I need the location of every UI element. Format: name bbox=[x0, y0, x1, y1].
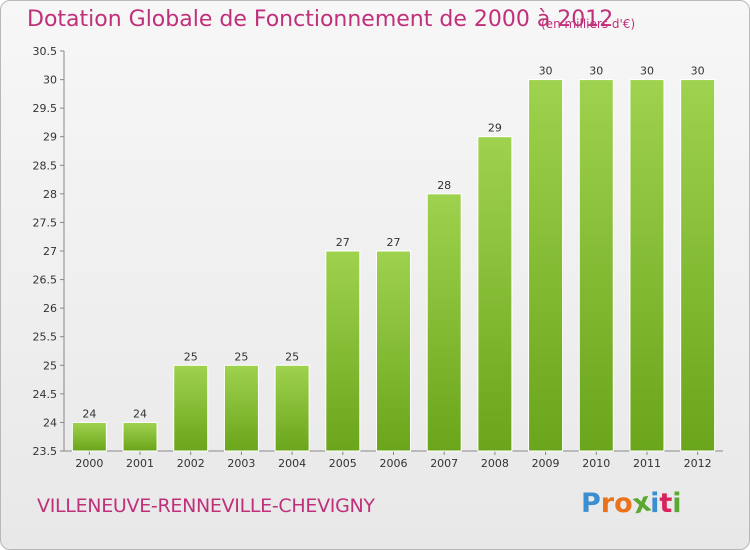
bar-2007 bbox=[426, 193, 462, 452]
x-tick-label: 2007 bbox=[430, 457, 458, 470]
y-tick-label: 26.5 bbox=[33, 274, 58, 287]
y-tick-label: 27 bbox=[43, 245, 57, 258]
x-tick-label: 2003 bbox=[227, 457, 255, 470]
bar-2005 bbox=[325, 250, 361, 452]
y-tick-label: 23.5 bbox=[33, 445, 58, 458]
bar-2006 bbox=[376, 250, 411, 452]
bar-value-label: 28 bbox=[437, 179, 451, 192]
x-tick-label: 2006 bbox=[380, 457, 408, 470]
bar-value-label: 30 bbox=[691, 65, 705, 78]
bar-2010 bbox=[578, 79, 614, 452]
y-tick-label: 29 bbox=[43, 131, 57, 144]
commune-name: VILLENEUVE-RENNEVILLE-CHEVIGNY bbox=[37, 495, 375, 517]
bar-value-label: 25 bbox=[285, 350, 299, 363]
logo-letter: o bbox=[614, 488, 633, 519]
y-tick-label: 28 bbox=[43, 188, 57, 201]
bar-value-label: 30 bbox=[539, 65, 553, 78]
bar-2011 bbox=[629, 79, 665, 452]
chart-title: Dotation Globale de Fonctionnement de 20… bbox=[27, 7, 614, 32]
bar-2012 bbox=[680, 79, 716, 452]
y-tick-label: 30.5 bbox=[33, 45, 58, 58]
y-tick-label: 29.5 bbox=[33, 102, 58, 115]
x-tick-label: 2012 bbox=[684, 457, 712, 470]
x-tick-label: 2009 bbox=[532, 457, 560, 470]
logo-letter: i bbox=[650, 488, 660, 519]
bar-value-label: 25 bbox=[234, 350, 248, 363]
logo-letter: r bbox=[600, 488, 615, 519]
x-tick-label: 2008 bbox=[481, 457, 509, 470]
x-tick-label: 2004 bbox=[278, 457, 306, 470]
bar-value-label: 25 bbox=[184, 350, 198, 363]
y-tick-label: 30 bbox=[43, 74, 57, 87]
logo-letter: t bbox=[659, 488, 673, 519]
bar-value-label: 30 bbox=[640, 65, 654, 78]
bar-value-label: 24 bbox=[133, 407, 147, 420]
y-tick-label: 27.5 bbox=[33, 216, 58, 229]
x-tick-label: 2005 bbox=[329, 457, 357, 470]
y-tick-label: 26 bbox=[43, 302, 57, 315]
bar-value-label: 27 bbox=[387, 236, 401, 249]
bar-2008 bbox=[477, 136, 513, 452]
bar-2002 bbox=[173, 364, 209, 452]
bar-value-label: 30 bbox=[589, 65, 603, 78]
bar-value-label: 27 bbox=[336, 236, 350, 249]
x-tick-label: 2001 bbox=[126, 457, 154, 470]
bar-2004 bbox=[274, 364, 310, 452]
y-tick-label: 28.5 bbox=[33, 159, 58, 172]
y-tick-label: 25.5 bbox=[33, 331, 58, 344]
bar-2001 bbox=[122, 421, 158, 452]
bar-value-label: 29 bbox=[488, 122, 502, 135]
bar-value-label: 24 bbox=[82, 407, 96, 420]
y-tick-label: 25 bbox=[43, 359, 57, 372]
bar-2003 bbox=[223, 364, 259, 452]
bar-2009 bbox=[528, 79, 564, 452]
x-tick-label: 2011 bbox=[633, 457, 661, 470]
bar-2000 bbox=[71, 421, 107, 452]
x-tick-label: 2000 bbox=[75, 457, 103, 470]
x-tick-label: 2002 bbox=[177, 457, 205, 470]
logo-letter: P bbox=[581, 488, 601, 519]
x-tick-label: 2010 bbox=[582, 457, 610, 470]
y-tick-label: 24.5 bbox=[33, 388, 58, 401]
chart-subtitle: (en milliers d'€) bbox=[541, 17, 636, 31]
y-tick-label: 24 bbox=[43, 416, 57, 429]
logo-letter: i bbox=[672, 488, 682, 519]
proxiti-logo: Proxiti bbox=[581, 487, 682, 521]
